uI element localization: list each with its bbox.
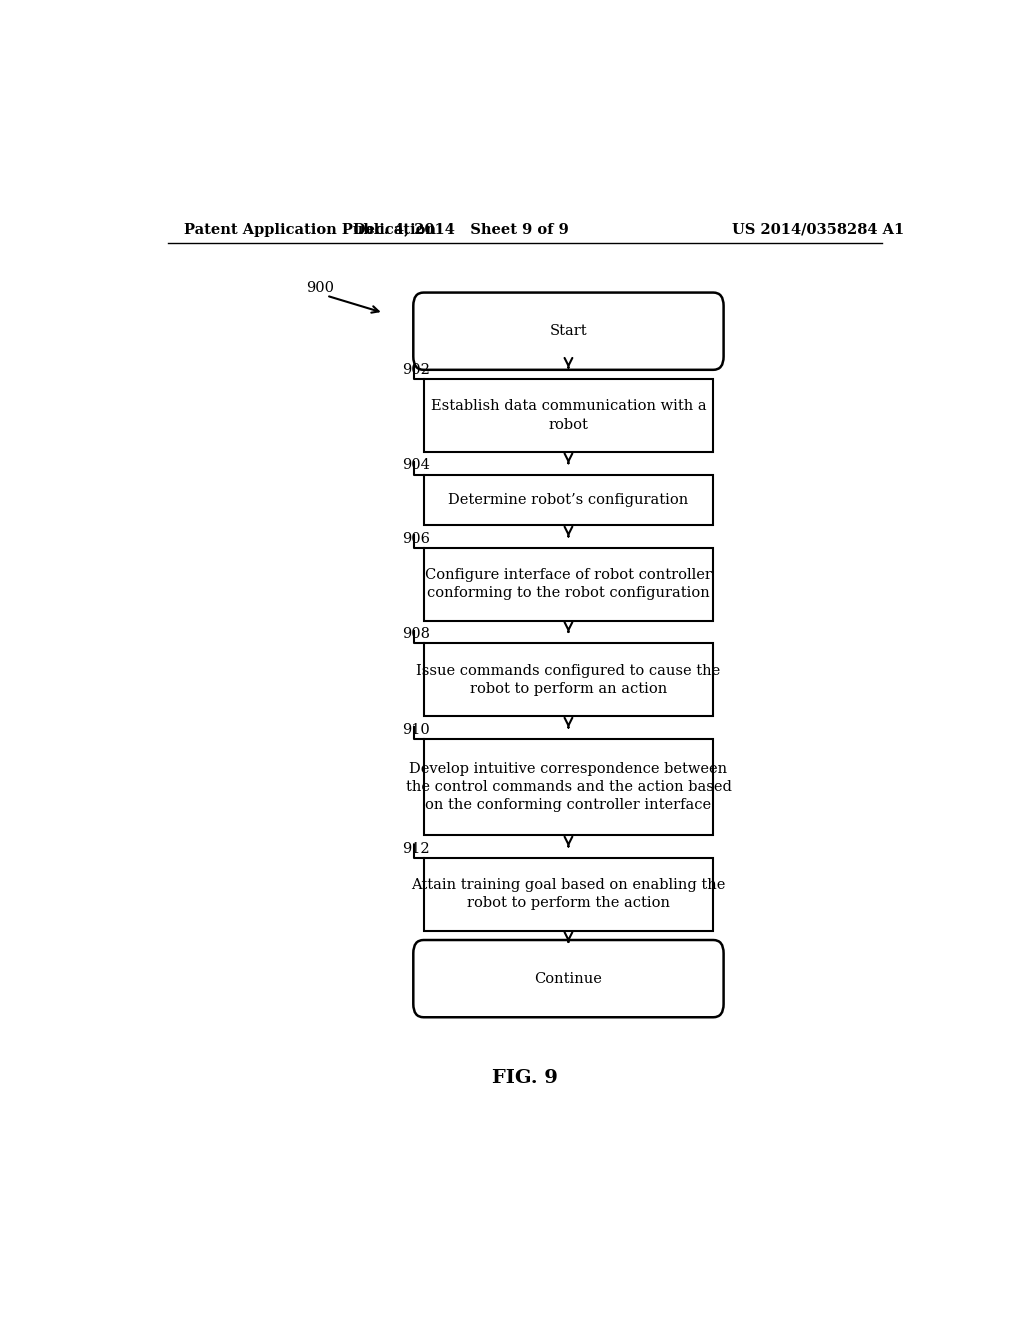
Text: Continue: Continue xyxy=(535,972,602,986)
Text: 900: 900 xyxy=(306,281,335,296)
FancyBboxPatch shape xyxy=(414,293,724,370)
Text: Develop intuitive correspondence between
the control commands and the action bas: Develop intuitive correspondence between… xyxy=(406,762,731,812)
Text: Attain training goal based on enabling the
robot to perform the action: Attain training goal based on enabling t… xyxy=(412,878,726,911)
Text: 910: 910 xyxy=(401,723,429,737)
Text: FIG. 9: FIG. 9 xyxy=(492,1069,558,1088)
FancyBboxPatch shape xyxy=(424,474,714,525)
FancyBboxPatch shape xyxy=(424,548,714,620)
FancyBboxPatch shape xyxy=(424,643,714,717)
Text: Start: Start xyxy=(550,325,587,338)
Text: Establish data communication with a
robot: Establish data communication with a robo… xyxy=(431,400,707,432)
Text: Patent Application Publication: Patent Application Publication xyxy=(183,223,435,236)
FancyBboxPatch shape xyxy=(424,379,714,453)
FancyBboxPatch shape xyxy=(414,940,724,1018)
Text: Determine robot’s configuration: Determine robot’s configuration xyxy=(449,492,688,507)
Text: 906: 906 xyxy=(401,532,430,545)
Text: Configure interface of robot controller
conforming to the robot configuration: Configure interface of robot controller … xyxy=(425,568,712,601)
Text: 912: 912 xyxy=(401,842,429,855)
FancyBboxPatch shape xyxy=(424,858,714,931)
Text: US 2014/0358284 A1: US 2014/0358284 A1 xyxy=(732,223,904,236)
Text: 908: 908 xyxy=(401,627,430,642)
Text: Dec. 4, 2014   Sheet 9 of 9: Dec. 4, 2014 Sheet 9 of 9 xyxy=(353,223,569,236)
FancyBboxPatch shape xyxy=(424,739,714,836)
Text: Issue commands configured to cause the
robot to perform an action: Issue commands configured to cause the r… xyxy=(417,664,721,696)
Text: 902: 902 xyxy=(401,363,430,378)
Text: 904: 904 xyxy=(401,458,430,473)
